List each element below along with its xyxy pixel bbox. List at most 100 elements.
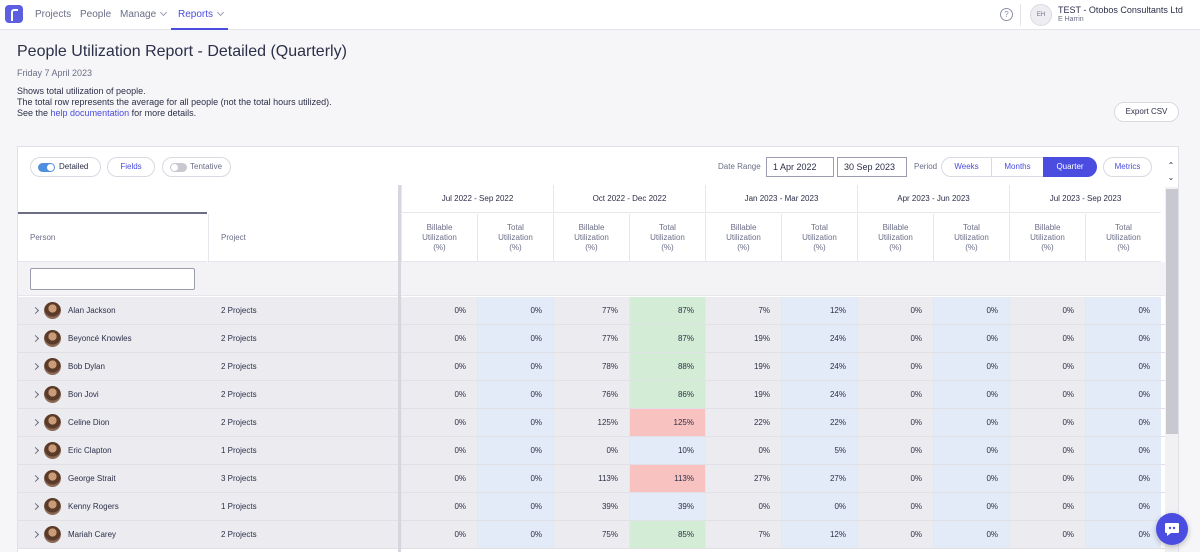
account-company[interactable]: TEST - Otobos Consultants Ltd xyxy=(1058,5,1183,15)
chevron-right-icon[interactable] xyxy=(31,306,40,315)
project-count[interactable]: 3 Projects xyxy=(208,465,398,492)
chevron-right-icon[interactable] xyxy=(31,390,40,399)
nav-reports-label: Reports xyxy=(178,9,214,20)
frozen-column-divider[interactable] xyxy=(398,185,401,552)
chevron-right-icon[interactable] xyxy=(31,362,40,371)
person-name[interactable]: Beyoncé Knowles xyxy=(68,334,132,343)
table-row[interactable]: Beyoncé Knowles 2 Projects 0% 0% 77% 87% 19% 24… xyxy=(18,325,1165,353)
table-row[interactable]: Kenny Rogers 1 Projects 0% 0% 39% 39% 0% 0% 0% 0%… xyxy=(18,493,1165,521)
account-avatar[interactable]: EH xyxy=(1030,4,1052,26)
total-utilization-cell: 22% xyxy=(781,409,857,436)
person-name[interactable]: Bob Dylan xyxy=(68,362,105,371)
table-row[interactable]: Eric Clapton 1 Projects 0% 0% 0% 10% 0% 5% 0% 0% 0… xyxy=(18,437,1165,465)
header-line: Utilization xyxy=(726,233,761,242)
header-line: Utilization xyxy=(878,233,913,242)
export-csv-button[interactable]: Export CSV xyxy=(1114,102,1179,122)
person-name[interactable]: Kenny Rogers xyxy=(68,502,119,511)
chevron-up-icon[interactable]: ⌃ xyxy=(1167,161,1175,170)
table-row[interactable]: Bob Dylan 2 Projects 0% 0% 78% 88% 19% 24% 0% 0% 0… xyxy=(18,353,1165,381)
table-row[interactable]: Celine Dion 2 Projects 0% 0% 125% 125% 22% 22% 0… xyxy=(18,409,1165,437)
person-name[interactable]: Mariah Carey xyxy=(68,530,117,539)
person-filter-input[interactable] xyxy=(30,268,195,290)
header-line: Utilization xyxy=(802,233,837,242)
nav-reports[interactable]: Reports xyxy=(178,8,225,20)
person-cell: Alan Jackson xyxy=(18,297,208,324)
total-utilization-cell: 0% xyxy=(477,493,553,520)
billable-utilization-cell: 78% xyxy=(553,353,629,380)
detailed-switch[interactable] xyxy=(38,163,55,172)
date-from-input[interactable]: 1 Apr 2022 xyxy=(766,157,834,177)
chevron-right-icon[interactable] xyxy=(31,334,40,343)
project-column-header[interactable]: Project xyxy=(208,214,398,262)
total-utilization-cell: 24% xyxy=(781,353,857,380)
header-line: (%) xyxy=(965,243,978,252)
detailed-toggle[interactable]: Detailed xyxy=(30,157,101,177)
chevron-right-icon[interactable] xyxy=(31,474,40,483)
billable-utilization-header[interactable]: Billable Utilization (%) xyxy=(401,214,477,262)
total-utilization-cell: 0% xyxy=(1085,521,1161,548)
header-line: Total xyxy=(963,223,980,232)
project-count[interactable]: 2 Projects xyxy=(208,521,398,548)
nav-people[interactable]: People xyxy=(80,9,112,20)
person-name[interactable]: Bon Jovi xyxy=(68,390,99,399)
total-utilization-header[interactable]: Total Utilization (%) xyxy=(781,214,857,262)
billable-utilization-header[interactable]: Billable Utilization (%) xyxy=(1009,214,1085,262)
nav-manage[interactable]: Manage xyxy=(120,8,168,20)
total-utilization-cell: 0% xyxy=(933,381,1009,408)
total-utilization-header[interactable]: Total Utilization (%) xyxy=(477,214,553,262)
header-line: Utilization xyxy=(422,233,457,242)
header-line: Total xyxy=(659,223,676,232)
project-count[interactable]: 2 Projects xyxy=(208,353,398,380)
person-name[interactable]: Alan Jackson xyxy=(68,306,116,315)
total-utilization-header[interactable]: Total Utilization (%) xyxy=(629,214,705,262)
billable-utilization-cell: 0% xyxy=(857,353,933,380)
project-count[interactable]: 2 Projects xyxy=(208,297,398,324)
person-name[interactable]: Celine Dion xyxy=(68,418,110,427)
header-line: (%) xyxy=(813,243,826,252)
total-utilization-header[interactable]: Total Utilization (%) xyxy=(933,214,1009,262)
tentative-switch[interactable] xyxy=(170,163,187,172)
total-utilization-header[interactable]: Total Utilization (%) xyxy=(1085,214,1161,262)
active-tab-indicator xyxy=(171,28,228,30)
chat-support-button[interactable] xyxy=(1156,513,1188,545)
period-quarter[interactable]: Quarter xyxy=(1043,157,1097,177)
period-weeks[interactable]: Weeks xyxy=(941,157,992,177)
total-utilization-cell: 39% xyxy=(629,493,705,520)
person-name[interactable]: George Strait xyxy=(68,474,116,483)
chevron-right-icon[interactable] xyxy=(31,446,40,455)
billable-utilization-header[interactable]: Billable Utilization (%) xyxy=(553,214,629,262)
project-count[interactable]: 1 Projects xyxy=(208,493,398,520)
tentative-toggle[interactable]: Tentative xyxy=(162,157,231,177)
help-icon[interactable]: ? xyxy=(1000,8,1013,21)
avatar xyxy=(44,330,61,347)
scrollbar-thumb[interactable] xyxy=(1166,189,1178,434)
chevron-right-icon[interactable] xyxy=(31,502,40,511)
period-months[interactable]: Months xyxy=(991,157,1044,177)
chevron-right-icon[interactable] xyxy=(31,418,40,427)
chat-icon xyxy=(1165,523,1179,536)
billable-utilization-header[interactable]: Billable Utilization (%) xyxy=(857,214,933,262)
app-logo-icon[interactable] xyxy=(5,5,23,23)
help-documentation-link[interactable]: help documentation xyxy=(50,108,130,118)
period-label: Period xyxy=(914,162,938,171)
header-line: Billable xyxy=(1034,223,1061,232)
chevron-right-icon[interactable] xyxy=(31,530,40,539)
project-count[interactable]: 2 Projects xyxy=(208,325,398,352)
person-name[interactable]: Eric Clapton xyxy=(68,446,112,455)
project-count[interactable]: 1 Projects xyxy=(208,437,398,464)
table-row[interactable]: Bon Jovi 2 Projects 0% 0% 76% 86% 19% 24% 0% 0% 0%… xyxy=(18,381,1165,409)
switch-knob xyxy=(47,164,54,171)
date-to-input[interactable]: 30 Sep 2023 xyxy=(837,157,907,177)
chevron-down-icon[interactable]: ⌄ xyxy=(1167,173,1175,182)
fields-button[interactable]: Fields xyxy=(107,157,155,177)
table-row[interactable]: Mariah Carey 2 Projects 0% 0% 75% 85% 7% 12% 0% 0… xyxy=(18,521,1165,549)
table-row[interactable]: George Strait 3 Projects 0% 0% 113% 113% 27% 27… xyxy=(18,465,1165,493)
billable-utilization-header[interactable]: Billable Utilization (%) xyxy=(705,214,781,262)
person-column-header[interactable]: Person xyxy=(18,214,207,262)
nav-projects[interactable]: Projects xyxy=(35,9,72,20)
table-row[interactable]: Alan Jackson 2 Projects 0% 0% 77% 87% 7% 12% 0% 0… xyxy=(18,297,1165,325)
project-count[interactable]: 2 Projects xyxy=(208,409,398,436)
metrics-button[interactable]: Metrics xyxy=(1103,157,1152,177)
project-count[interactable]: 2 Projects xyxy=(208,381,398,408)
quarter-header: Jul 2022 - Sep 2022 xyxy=(401,185,553,213)
